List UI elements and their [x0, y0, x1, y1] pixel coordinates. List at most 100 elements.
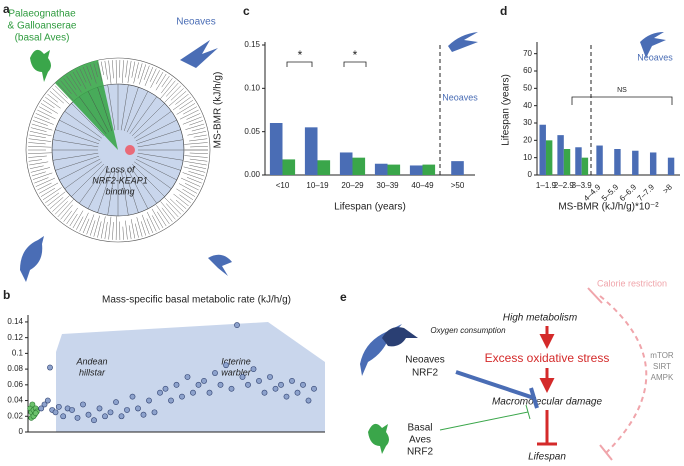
tree-branch — [107, 169, 116, 216]
tree-branch — [31, 123, 53, 131]
point — [129, 393, 136, 400]
point — [234, 322, 240, 328]
panel-label: a — [3, 2, 10, 16]
tree-branch — [161, 75, 170, 88]
y-tick-label: 0.04 — [7, 396, 23, 405]
point — [278, 381, 284, 388]
tree-branch — [97, 168, 113, 213]
diagram-label: mTOR — [650, 351, 674, 360]
point — [168, 397, 174, 404]
tree-branch — [30, 127, 47, 132]
x-tick-label: 30–39 — [376, 181, 399, 190]
tree-branch — [180, 177, 201, 187]
tree-branch — [79, 68, 87, 83]
tree-branch — [193, 134, 207, 138]
tree-branch — [87, 167, 110, 209]
tree-branch — [93, 215, 100, 237]
y-tick-label: 20 — [523, 135, 532, 144]
y-tick-label: 0 — [528, 170, 533, 179]
diagram-label: Neoaves — [405, 355, 444, 366]
point — [239, 374, 246, 380]
tree-branch — [69, 213, 78, 227]
annotation: * — [298, 48, 303, 62]
bird-icon — [360, 324, 402, 376]
tree-branch — [54, 85, 68, 99]
point — [223, 362, 229, 369]
tree-branch — [52, 195, 70, 212]
tree-branch — [45, 96, 61, 109]
x-tick-label: <10 — [276, 181, 290, 190]
bar — [545, 140, 553, 175]
tree-branch — [135, 223, 139, 238]
tree-branch — [136, 155, 181, 171]
tree-branch — [128, 225, 132, 240]
tree-branch — [66, 75, 77, 90]
tree-branch — [140, 221, 147, 236]
point — [250, 366, 257, 373]
tree-branch — [29, 134, 46, 139]
tree-branch — [97, 87, 113, 132]
diagram-label: Basal — [407, 423, 432, 434]
tree-branch — [28, 152, 52, 155]
point — [118, 413, 125, 420]
bird-icon — [208, 254, 232, 276]
y-tick-label: 0.08 — [7, 364, 23, 373]
point — [69, 407, 75, 413]
tree-branch — [107, 84, 116, 131]
tree-branch — [127, 60, 132, 83]
y-axis-label: MS-BMR (kJ/h/g) — [213, 72, 224, 149]
panel-label: c — [243, 4, 250, 18]
phylogenetic-tree — [25, 57, 211, 243]
tree-branch — [184, 160, 207, 166]
tree-branch — [35, 113, 50, 120]
annotation: Icterine — [221, 356, 251, 366]
tree-branch — [189, 152, 208, 155]
tree-branch — [129, 166, 157, 204]
tree-branch — [175, 199, 187, 209]
tree-branch — [135, 119, 177, 142]
tree-branch — [123, 168, 139, 213]
diagram-label: NRF2 — [412, 368, 439, 379]
tree-branch — [191, 127, 206, 132]
tree-branch — [164, 85, 182, 103]
tree-branch — [97, 62, 103, 82]
tree-label: (basal Aves) — [15, 33, 70, 44]
tree-branch — [47, 191, 66, 207]
bar — [317, 160, 331, 175]
panel-label: b — [3, 288, 10, 302]
point — [201, 377, 207, 384]
tree-branch — [131, 61, 136, 78]
tree-branch — [100, 61, 104, 76]
bar — [667, 157, 675, 175]
y-tick-label: 0.10 — [244, 83, 260, 92]
tree-branch — [37, 182, 52, 191]
x-tick-label: 6–6.9 — [618, 182, 639, 203]
tree-branch — [139, 64, 147, 85]
tree-branch — [40, 187, 56, 197]
tree-branch — [143, 65, 150, 80]
y-tick-label: 60 — [523, 66, 532, 75]
tree-branch — [82, 218, 90, 234]
tree-branch — [57, 198, 75, 218]
bar — [352, 157, 366, 175]
annotation: hillstar — [79, 367, 106, 377]
point — [184, 374, 191, 380]
tree-branch — [188, 171, 205, 177]
y-tick-label: 40 — [523, 101, 532, 110]
diagram-label: NRF2 — [407, 447, 434, 458]
tree-branch — [108, 60, 112, 85]
tree-branch — [42, 187, 62, 201]
point — [38, 405, 45, 412]
y-tick-label: 0.12 — [7, 333, 23, 342]
tree-label: & Galloanserae — [8, 21, 77, 32]
point — [47, 364, 53, 371]
tree-branch — [150, 70, 160, 88]
tree-branch — [108, 216, 112, 240]
point — [162, 385, 169, 392]
bar — [374, 163, 388, 175]
point — [146, 397, 152, 404]
bird-icon — [382, 327, 418, 347]
point — [29, 401, 36, 408]
tree-branch — [52, 88, 70, 105]
tree-branch — [64, 161, 102, 189]
